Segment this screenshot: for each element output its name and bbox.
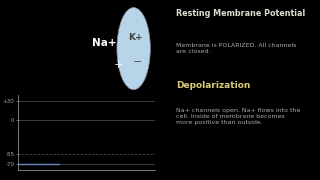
Ellipse shape bbox=[117, 8, 150, 90]
Text: Membrane is POLARIZED. All channels
are closed.: Membrane is POLARIZED. All channels are … bbox=[176, 43, 296, 54]
Text: Na+: Na+ bbox=[92, 38, 116, 48]
Text: −: − bbox=[133, 57, 142, 67]
Text: Resting Membrane Potential: Resting Membrane Potential bbox=[176, 9, 305, 18]
Text: Na+ channels open. Na+ flows into the
cell. Inside of membrane becomes
more posi: Na+ channels open. Na+ flows into the ce… bbox=[176, 108, 300, 125]
Text: +: + bbox=[114, 60, 124, 70]
Text: K+: K+ bbox=[128, 33, 143, 42]
Text: Depolarization: Depolarization bbox=[176, 81, 250, 90]
Y-axis label: Membrane potential (mV): Membrane potential (mV) bbox=[0, 98, 1, 167]
